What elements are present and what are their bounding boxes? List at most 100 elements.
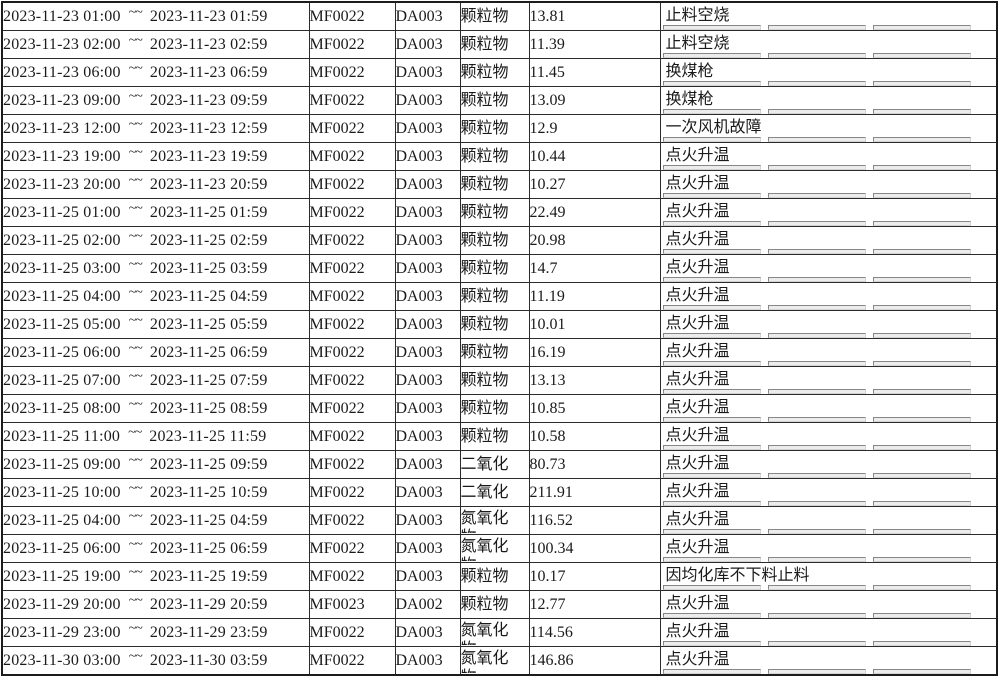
pollutant-name: 二氧化 xyxy=(460,456,509,473)
table-row: 2023-11-25 02:00 ~~ 2023-11-25 02:59 MF002… xyxy=(1,226,998,255)
blank-underline-group xyxy=(662,192,972,198)
blank-underline xyxy=(872,500,972,506)
cell-value: 10.44 xyxy=(528,142,661,171)
measured-value: 10.44 xyxy=(529,147,566,165)
facility-code: MF0022 xyxy=(309,147,365,165)
blank-underline xyxy=(872,276,972,282)
cell-time-range: 2023-11-29 20:00 ~~ 2023-11-29 20:59 xyxy=(1,590,310,619)
blank-underline xyxy=(872,136,972,142)
blank-underline xyxy=(872,220,972,226)
cell-value: 80.73 xyxy=(528,450,661,479)
blank-underline xyxy=(767,192,866,198)
outlet-code: DA003 xyxy=(395,567,443,585)
outlet-code: DA003 xyxy=(395,35,443,53)
measured-value: 10.01 xyxy=(529,315,566,333)
blank-underline xyxy=(872,192,972,198)
blank-underline-group xyxy=(662,472,972,478)
facility-code: MF0022 xyxy=(309,259,365,277)
blank-underline xyxy=(767,136,866,142)
blank-underline xyxy=(872,556,972,562)
cell-facility-code: MF0022 xyxy=(308,254,396,283)
time-range-start: 2023-11-25 05:00 xyxy=(3,315,121,333)
cell-reason: 换煤枪 xyxy=(659,58,998,87)
reason-text: 点火升温 xyxy=(665,594,730,612)
cell-facility-code: MF0022 xyxy=(308,422,396,451)
facility-code: MF0022 xyxy=(309,63,365,81)
cell-pollutant: 颗粒物 xyxy=(459,86,530,115)
blank-underline xyxy=(767,108,866,114)
blank-underline xyxy=(872,164,972,170)
pollutant-name: 氮氧化物 xyxy=(460,509,509,533)
cell-facility-code: MF0022 xyxy=(308,114,396,143)
time-range-start: 2023-11-25 04:00 xyxy=(3,287,121,305)
cell-facility-code: MF0022 xyxy=(308,394,396,423)
time-range-start: 2023-11-25 02:00 xyxy=(3,231,121,249)
cell-reason: 点火升温 xyxy=(659,618,998,647)
reason-text: 点火升温 xyxy=(665,426,730,444)
cell-outlet-code: DA003 xyxy=(394,618,461,647)
time-range-start: 2023-11-25 04:00 xyxy=(3,511,121,529)
cell-value: 13.81 xyxy=(528,1,661,31)
cell-outlet-code: DA003 xyxy=(394,310,461,339)
blank-underline-group xyxy=(662,416,972,422)
range-separator-icon: ~~ xyxy=(128,536,143,552)
time-range-start: 2023-11-23 20:00 xyxy=(3,175,121,193)
time-range-end: 2023-11-23 01:59 xyxy=(149,7,268,25)
cell-reason: 点火升温 xyxy=(659,282,998,311)
time-range-start: 2023-11-25 07:00 xyxy=(3,371,121,389)
measured-value: 16.19 xyxy=(529,343,566,361)
blank-underline xyxy=(767,24,866,30)
cell-facility-code: MF0022 xyxy=(308,310,396,339)
cell-time-range: 2023-11-25 05:00 ~~ 2023-11-25 05:59 xyxy=(1,310,310,339)
cell-value: 10.27 xyxy=(528,170,661,199)
blank-underline-group xyxy=(662,584,972,590)
range-separator-icon: ~~ xyxy=(128,200,143,216)
outlet-code: DA003 xyxy=(395,119,443,137)
cell-outlet-code: DA003 xyxy=(394,366,461,395)
blank-underline-group xyxy=(662,668,972,674)
time-range-end: 2023-11-23 02:59 xyxy=(149,35,268,53)
table-row: 2023-11-25 19:00 ~~ 2023-11-25 19:59 MF002… xyxy=(1,562,998,591)
blank-underline-group xyxy=(662,80,972,86)
time-range-end: 2023-11-25 06:59 xyxy=(149,343,268,361)
cell-facility-code: MF0022 xyxy=(308,282,396,311)
blank-underline-group xyxy=(662,108,972,114)
reason-text: 点火升温 xyxy=(665,230,730,248)
time-range-end: 2023-11-25 06:59 xyxy=(149,539,268,557)
cell-reason: 点火升温 xyxy=(659,478,998,507)
blank-underline xyxy=(662,24,761,30)
cell-outlet-code: DA003 xyxy=(394,58,461,87)
measured-value: 13.13 xyxy=(529,371,566,389)
cell-outlet-code: DA003 xyxy=(394,338,461,367)
blank-underline xyxy=(662,80,761,86)
cell-reason: 点火升温 xyxy=(659,366,998,395)
cell-pollutant: 二氧化 xyxy=(459,478,530,507)
table-row: 2023-11-23 19:00 ~~ 2023-11-23 19:59 MF002… xyxy=(1,142,998,171)
cell-facility-code: MF0022 xyxy=(308,142,396,171)
time-range-end: 2023-11-23 19:59 xyxy=(149,147,268,165)
time-range-end: 2023-11-25 10:59 xyxy=(149,483,268,501)
cell-facility-code: MF0022 xyxy=(308,366,396,395)
blank-underline xyxy=(872,304,972,310)
cell-pollutant: 氮氧化物 xyxy=(459,618,530,647)
range-separator-icon: ~~ xyxy=(128,32,143,48)
cell-reason: 换煤枪 xyxy=(659,86,998,115)
cell-facility-code: MF0022 xyxy=(308,338,396,367)
blank-underline xyxy=(662,360,761,366)
blank-underline xyxy=(662,556,761,562)
cell-outlet-code: DA002 xyxy=(394,590,461,619)
reason-text: 点火升温 xyxy=(665,454,730,472)
table-row: 2023-11-25 04:00 ~~ 2023-11-25 04:59 MF002… xyxy=(1,506,998,535)
time-range-start: 2023-11-23 01:00 xyxy=(3,7,121,25)
cell-time-range: 2023-11-25 07:00 ~~ 2023-11-25 07:59 xyxy=(1,366,310,395)
range-separator-icon: ~~ xyxy=(128,88,143,104)
pollutant-name: 颗粒物 xyxy=(460,64,509,81)
measured-value: 100.34 xyxy=(529,539,574,557)
reason-text: 点火升温 xyxy=(665,286,730,304)
pollutant-name: 颗粒物 xyxy=(460,148,509,165)
cell-pollutant: 颗粒物 xyxy=(459,226,530,255)
cell-reason: 点火升温 xyxy=(659,394,998,423)
cell-pollutant: 颗粒物 xyxy=(459,58,530,87)
table-row: 2023-11-29 23:00 ~~ 2023-11-29 23:59 MF002… xyxy=(1,618,998,647)
blank-underline-group xyxy=(662,556,972,562)
